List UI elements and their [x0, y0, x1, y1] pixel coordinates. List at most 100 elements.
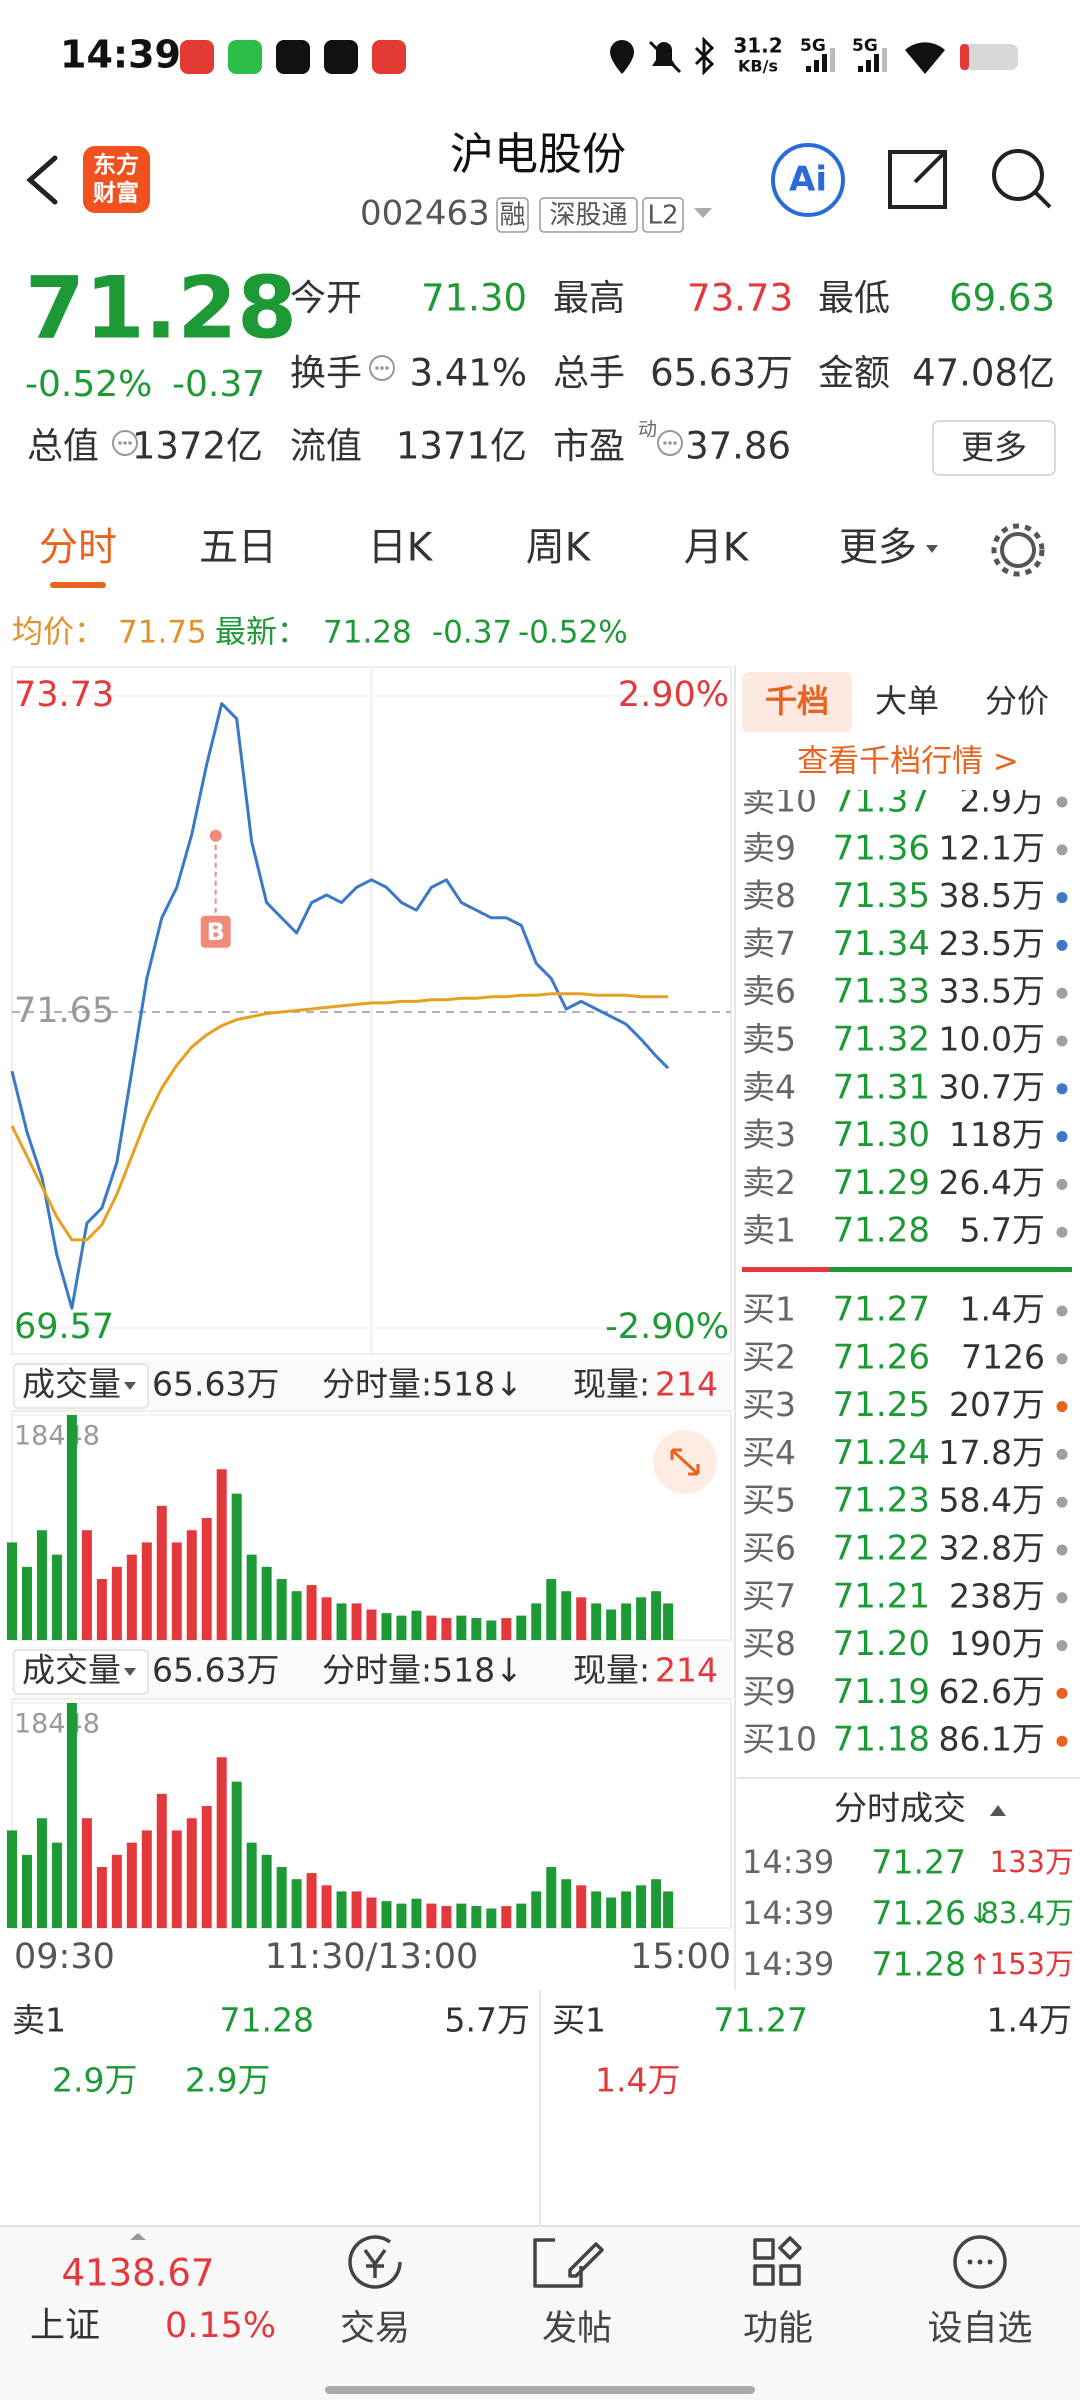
book-price: 71.32 [833, 1020, 930, 1060]
volume-bar [396, 1615, 407, 1640]
volume-total: 65.63万 [152, 1651, 279, 1690]
volume-tick-label: 18448 [14, 1421, 100, 1452]
current-volume-label: 现量: [573, 1365, 650, 1404]
nav-item[interactable]: 交易 [340, 2309, 410, 2349]
location-icon [610, 40, 634, 74]
trade-price: 71.27 [872, 1843, 966, 1882]
more-button[interactable] [932, 420, 1056, 476]
volume-bar [621, 1891, 632, 1928]
book-tab[interactable]: 千档 [765, 682, 829, 720]
volume-bar [36, 1818, 47, 1928]
ai-button[interactable] [771, 143, 845, 217]
nav-item[interactable]: 设自选 [927, 2309, 1032, 2349]
volume-bar [306, 1873, 317, 1928]
back-button[interactable] [26, 155, 58, 205]
stock-name: 沪电股份 [450, 129, 626, 180]
book-level: 卖9 [742, 828, 796, 867]
book-volume: 10.0万 [939, 1020, 1045, 1059]
indicator-select[interactable] [13, 1649, 149, 1695]
volume-bar [321, 1885, 332, 1928]
volume-bar [261, 1566, 272, 1640]
book-link[interactable]: 查看千档行情 > [797, 744, 1019, 780]
nav-item[interactable]: 发帖 [542, 2309, 612, 2349]
home-indicator [325, 2386, 755, 2394]
book-level: 卖4 [742, 1067, 796, 1106]
book-dot [1056, 987, 1068, 999]
book-dot [1056, 1544, 1068, 1556]
volume-bar [471, 1906, 482, 1928]
book-level: 买1 [742, 1290, 796, 1329]
stock-tag: L2 [647, 201, 678, 231]
book-price: 71.20 [833, 1624, 930, 1664]
volume-bar [291, 1879, 302, 1928]
volume-bar [516, 1615, 527, 1640]
trade-price: 71.28 [872, 1945, 966, 1984]
volume-bar [231, 1781, 242, 1928]
indicator-name[interactable]: 成交量 [22, 1651, 121, 1690]
chart-tab[interactable]: 更多 [839, 526, 917, 571]
more-button-label[interactable]: 更多 [961, 428, 1027, 467]
volume-bar [246, 1554, 257, 1640]
book-price: 71.29 [833, 1163, 930, 1203]
trade-time: 14:39 [742, 1843, 834, 1881]
settings-button[interactable] [1000, 532, 1036, 568]
volume-bar [606, 1897, 617, 1928]
volume-bar [156, 1505, 167, 1640]
book-tab[interactable]: 分价 [985, 682, 1049, 720]
field-value: 3.41% [409, 352, 527, 395]
ai-label: Ai [789, 160, 827, 200]
field-label: 总值 [27, 426, 99, 467]
volume-bar [36, 1530, 47, 1640]
info-icon [369, 355, 395, 381]
indicator-name[interactable]: 成交量 [22, 1365, 121, 1404]
book-tab[interactable]: 大单 [875, 682, 939, 720]
volume-bar [366, 1897, 377, 1928]
field-label: 换手 [290, 353, 362, 394]
volume-bar [21, 1566, 32, 1640]
app-icon [180, 40, 214, 74]
search-button[interactable] [992, 149, 1044, 201]
field-value: 71.30 [421, 277, 527, 320]
volume-bar [96, 1867, 107, 1928]
indicator-select[interactable] [13, 1363, 149, 1409]
book-volume: 32.8万 [939, 1529, 1045, 1568]
battery [960, 44, 1018, 70]
book-volume: 190万 [949, 1624, 1045, 1663]
volume-bar [201, 1806, 212, 1928]
app-logo-text: 东方 [93, 152, 139, 179]
volume-bar [216, 1469, 227, 1640]
signal-type: 5G [800, 36, 826, 56]
info-icon [657, 430, 683, 456]
nav-item[interactable]: 功能 [743, 2309, 813, 2349]
chart-tab[interactable]: 日K [368, 526, 434, 571]
chart-tab[interactable]: 五日 [199, 526, 277, 571]
volume-bar [426, 1903, 437, 1928]
bq-price: 71.28 [220, 2001, 314, 2040]
share-button[interactable] [888, 150, 947, 209]
current-volume-label: 现量: [573, 1651, 650, 1690]
nav-bar [0, 2226, 1080, 2400]
volume-bar [651, 1591, 662, 1640]
info-icon-dot [668, 441, 672, 445]
volume-bar [576, 1885, 587, 1928]
book-level: 买5 [742, 1481, 796, 1520]
volume-bar [561, 1879, 572, 1928]
chart-tab[interactable]: 月K [684, 526, 750, 571]
volume-bar [81, 1818, 92, 1928]
app-icon [276, 40, 310, 74]
book-level: 卖8 [742, 876, 796, 915]
stock-tag: 深股通 [549, 201, 627, 231]
book-level: 买4 [742, 1433, 796, 1472]
volume-bar [96, 1579, 107, 1640]
book-volume: 7126 [961, 1337, 1045, 1376]
book-dot [1056, 796, 1068, 808]
signal-bar [830, 48, 835, 72]
volume-bar [156, 1793, 167, 1928]
volume-bar [336, 1603, 347, 1640]
volume-bar [546, 1867, 557, 1928]
signal-bar [806, 66, 811, 72]
chart-tab[interactable]: 分时 [39, 526, 117, 571]
volume-bar [501, 1618, 512, 1640]
chart-tab[interactable]: 周K [526, 526, 592, 571]
